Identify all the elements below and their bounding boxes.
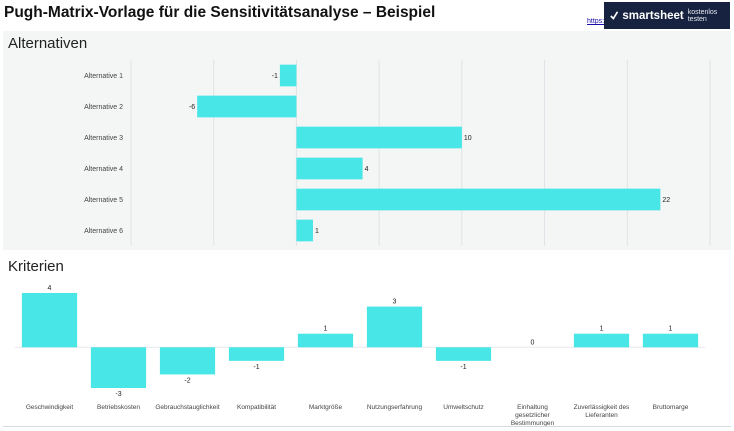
data-label: 0 (531, 339, 535, 346)
category-label: Zuverlässigkeit des Lieferanten (574, 404, 630, 419)
bar (197, 95, 297, 118)
template-link[interactable]: https:// (587, 18, 604, 25)
bar (296, 126, 462, 149)
banner-brand: smartsheet (622, 9, 684, 22)
smartsheet-banner[interactable]: smartsheet kostenlos testen (604, 2, 730, 29)
alternatives-panel: Alternativen Alternative 1 -1 Alternative … (3, 31, 731, 250)
data-label: 1 (315, 228, 319, 235)
bar (573, 333, 630, 348)
bar (228, 347, 285, 361)
bar (296, 157, 363, 180)
category-label: Betriebskosten (97, 404, 140, 411)
bar (159, 347, 216, 375)
category-label: Alternative 1 (84, 73, 123, 80)
category-label: Kompatibilität (237, 404, 276, 411)
category-label: Bruttomarge (653, 404, 689, 411)
category-label: Einhaltung gesetzlicher Bestimmungen (511, 404, 555, 427)
bar (435, 347, 492, 361)
bar (297, 333, 354, 348)
data-label: 1 (600, 326, 604, 333)
data-label: 10 (464, 135, 472, 142)
data-label: -6 (189, 104, 195, 111)
data-label: -3 (115, 391, 121, 398)
smartsheet-logo-icon (610, 10, 619, 20)
data-label: 3 (393, 299, 397, 306)
category-label: Nutzungserfahrung (367, 404, 423, 411)
bar (279, 64, 297, 87)
category-label: Umweltschutz (443, 404, 483, 411)
category-label: Alternative 4 (84, 166, 123, 173)
data-label: -2 (184, 377, 190, 384)
data-label: 22 (662, 197, 670, 204)
category-label: Alternative 3 (84, 135, 123, 142)
category-label: Alternative 5 (84, 197, 123, 204)
page-title: Pugh-Matrix-Vorlage für die Sensitivität… (4, 4, 436, 21)
criteria-panel: Kriterien 4 Geschwindigkeit -3 Betriebskost… (3, 255, 731, 427)
data-label: 1 (324, 326, 328, 333)
bar (366, 306, 423, 348)
bar (21, 293, 78, 348)
category-label: Alternative 2 (84, 104, 123, 111)
alternatives-title: Alternativen (8, 35, 88, 52)
alternatives-chart: Alternative 1 -1 Alternative 2 -6 Alternativ… (84, 60, 711, 246)
bar (642, 333, 699, 348)
data-label: 1 (669, 326, 673, 333)
category-label: Marktgröße (309, 404, 343, 411)
data-label: -1 (253, 364, 259, 371)
bar (296, 188, 661, 211)
banner-cta: kostenlos testen (687, 8, 718, 23)
criteria-chart: 4 Geschwindigkeit -3 Betriebskosten -2 Gebrau… (15, 285, 705, 427)
bar (296, 219, 313, 242)
data-label: -1 (460, 364, 466, 371)
bar (90, 347, 147, 388)
criteria-title: Kriterien (8, 258, 64, 275)
bottom-divider (3, 426, 731, 427)
category-label: Geschwindigkeit (26, 404, 74, 411)
data-label: 4 (365, 166, 369, 173)
data-label: -1 (272, 73, 278, 80)
data-label: 4 (48, 285, 52, 292)
category-label: Gebrauchstauglichkeit (155, 404, 220, 411)
category-label: Alternative 6 (84, 228, 123, 235)
